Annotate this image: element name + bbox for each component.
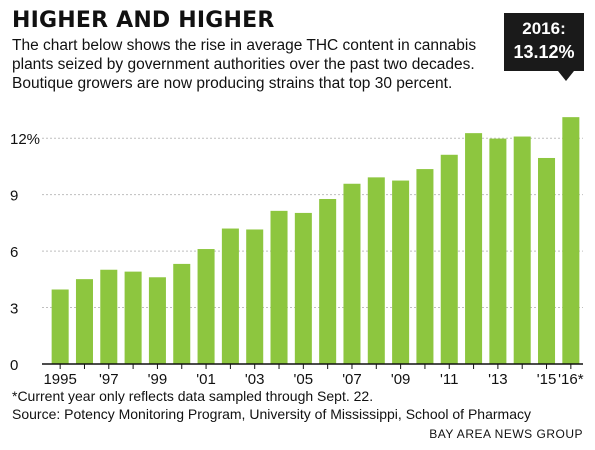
source-note: Source: Potency Monitoring Program, Univ… <box>12 406 531 422</box>
x-tick-label: '09 <box>391 371 411 388</box>
bar <box>319 198 337 364</box>
bar <box>100 269 118 364</box>
footnote: *Current year only reflects data sampled… <box>12 388 374 404</box>
y-tick-label: 3 <box>10 301 18 318</box>
bar <box>221 228 239 364</box>
x-tick-label: '16* <box>558 371 584 388</box>
bar <box>343 183 361 364</box>
bar <box>75 279 93 364</box>
callout-value: 13.12% <box>513 42 575 62</box>
bar <box>562 117 580 364</box>
bar <box>489 138 507 364</box>
highlight-callout: 2016: 13.12% <box>504 13 584 71</box>
bar <box>367 177 385 364</box>
y-tick-label: 0 <box>10 357 18 374</box>
credit-line: BAY AREA NEWS GROUP <box>429 427 583 441</box>
bar <box>440 154 458 364</box>
x-tick-label: '99 <box>148 371 168 388</box>
x-tick-label: '07 <box>342 371 362 388</box>
x-tick-label: '03 <box>245 371 265 388</box>
bar <box>416 169 434 364</box>
bar <box>148 277 166 364</box>
x-tick-label: '15 <box>537 371 557 388</box>
callout-pointer <box>558 71 574 81</box>
y-tick-label: 9 <box>10 188 18 205</box>
bar <box>197 249 215 364</box>
chart-title: HIGHER AND HIGHER <box>12 8 275 33</box>
bar <box>270 210 288 364</box>
bar <box>173 263 191 364</box>
x-tick-label: '11 <box>440 371 458 388</box>
bar <box>465 133 483 364</box>
callout-year: 2016: <box>522 19 566 38</box>
bar <box>294 212 312 364</box>
x-tick-label: '05 <box>294 371 314 388</box>
bar <box>124 271 142 364</box>
bar <box>538 157 556 364</box>
bar <box>246 229 264 364</box>
bar <box>392 180 410 364</box>
x-tick-label: '13 <box>488 371 508 388</box>
chart-subtitle: The chart below shows the rise in averag… <box>12 37 477 92</box>
x-tick-label: '01 <box>196 371 216 388</box>
y-tick-label: 12% <box>10 131 40 148</box>
bar <box>51 289 69 364</box>
bar <box>513 136 531 364</box>
x-tick-label: '97 <box>99 371 119 388</box>
x-tick-label: 1995 <box>43 371 76 388</box>
y-tick-label: 6 <box>10 244 18 261</box>
